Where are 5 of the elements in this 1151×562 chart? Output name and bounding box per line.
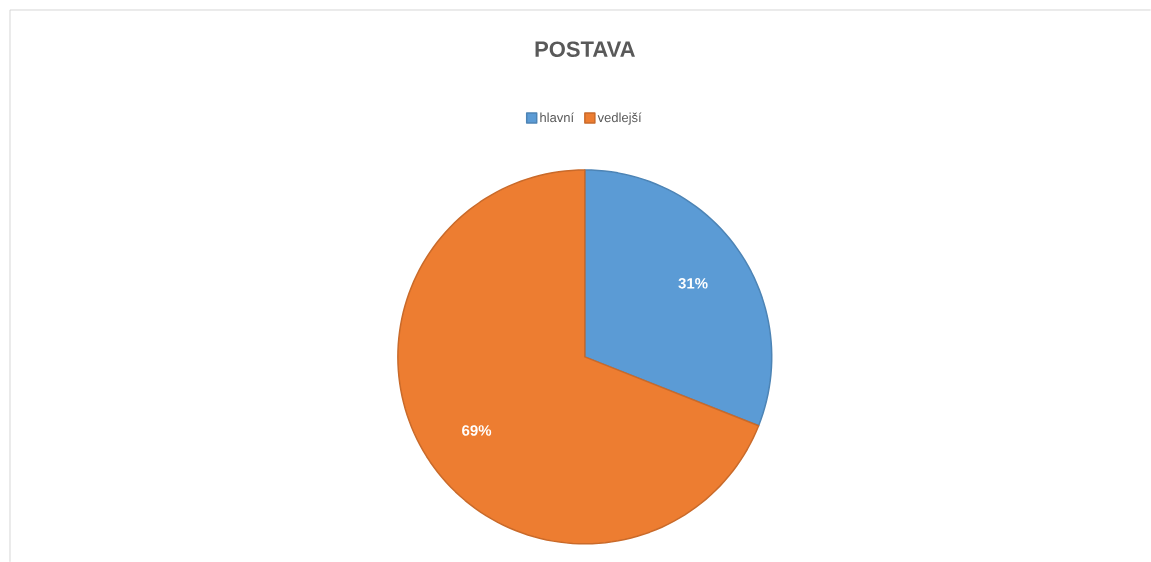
data-label: 31% xyxy=(678,277,708,289)
legend-label: vedlejší xyxy=(597,112,642,125)
data-label: 69% xyxy=(462,425,492,436)
chart-title: POSTAVA xyxy=(535,41,635,57)
legend-label: hlavní xyxy=(540,112,575,123)
